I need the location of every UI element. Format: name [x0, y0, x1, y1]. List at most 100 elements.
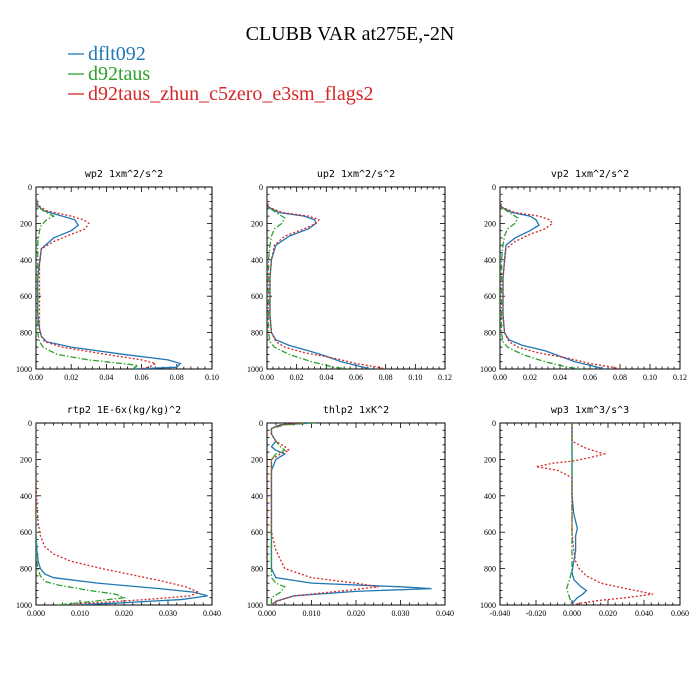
x-tick-label: 0.00 [29, 373, 43, 382]
plot-frame [266, 422, 446, 606]
x-tick-label: 0.040 [203, 609, 221, 618]
x-tick-label: 0.000 [27, 609, 45, 618]
y-tick-label: 1000 [16, 365, 32, 374]
y-tick-label: 200 [20, 455, 32, 464]
y-tick-label: 800 [251, 329, 263, 338]
x-tick-label: 0.12 [438, 373, 452, 382]
y-tick-label: 0 [492, 419, 496, 428]
series-line-d92taus [500, 187, 583, 369]
y-tick-label: 1000 [247, 365, 263, 374]
x-tick-label: 0.04 [99, 373, 113, 382]
x-tick-label: 0.10 [643, 373, 657, 382]
y-tick-label: 400 [20, 492, 32, 501]
y-tick-label: 1000 [247, 601, 263, 610]
x-tick-label: 0.020 [347, 609, 365, 618]
series-line-dflt092 [571, 423, 588, 605]
legend-label: d92taus [88, 63, 150, 85]
y-tick-label: 400 [484, 256, 496, 265]
y-tick-label: 800 [251, 565, 263, 574]
x-tick-label: 0.030 [392, 609, 410, 618]
x-tick-label: 0.020 [115, 609, 133, 618]
y-tick-label: 800 [484, 565, 496, 574]
legend-label: d92taus_zhun_c5zero_e3sm_flags2 [88, 83, 373, 105]
x-tick-label: 0.08 [613, 373, 627, 382]
y-tick-label: 200 [251, 455, 263, 464]
chart-panel: wp3 1xm^3/s^3 -0.040 -0.020 0.000 0.020 0.040… [480, 405, 689, 618]
series-line-d92taus_zhun_c5zero_e3sm_flags2 [36, 187, 158, 369]
series-line-dflt092 [267, 187, 371, 369]
y-tick-label: 400 [251, 256, 263, 265]
y-tick-label: 800 [484, 329, 496, 338]
x-tick-label: -0.020 [526, 609, 547, 618]
chart-panel: vp2 1xm^2/s^2 0.00 0.02 0.04 0.06 0.08 0.10 0.1… [480, 169, 687, 382]
y-tick-label: 200 [251, 219, 263, 228]
x-tick-label: 0.06 [583, 373, 597, 382]
y-tick-label: 0 [28, 183, 32, 192]
y-tick-label: 1000 [480, 601, 496, 610]
y-tick-label: 0 [259, 419, 263, 428]
panel-title: up2 1xm^2/s^2 [317, 169, 395, 180]
x-tick-label: 0.000 [258, 609, 276, 618]
series-line-d92taus_zhun_c5zero_e3sm_flags2 [36, 423, 201, 605]
x-tick-label: 0.010 [303, 609, 321, 618]
x-tick-label: 0.06 [349, 373, 363, 382]
x-tick-label: 0.030 [159, 609, 177, 618]
y-tick-label: 600 [251, 292, 263, 301]
x-tick-label: 0.10 [408, 373, 422, 382]
y-tick-label: 400 [484, 492, 496, 501]
series-line-d92taus_zhun_c5zero_e3sm_flags2 [270, 423, 379, 605]
y-tick-label: 600 [251, 528, 263, 537]
x-tick-label: 0.10 [205, 373, 219, 382]
y-tick-label: 0 [28, 419, 32, 428]
x-tick-label: 0.04 [319, 373, 333, 382]
y-tick-label: 800 [20, 565, 32, 574]
series-line-d92taus [565, 423, 573, 605]
x-tick-label: 0.06 [135, 373, 149, 382]
panel-title: rtp2 1E-6x(kg/kg)^2 [67, 405, 181, 416]
x-tick-label: 0.02 [64, 373, 78, 382]
y-tick-label: 800 [20, 329, 32, 338]
series-line-dflt092 [36, 423, 208, 605]
x-tick-label: 0.08 [170, 373, 184, 382]
y-tick-label: 200 [484, 455, 496, 464]
x-tick-label: 0.060 [671, 609, 689, 618]
x-tick-label: 0.00 [493, 373, 507, 382]
legend-item: dflt092 [68, 43, 146, 65]
x-tick-label: 0.02 [290, 373, 304, 382]
y-tick-label: 1000 [16, 601, 32, 610]
y-tick-label: 600 [484, 292, 496, 301]
panel-title: vp2 1xm^2/s^2 [551, 169, 629, 180]
y-tick-label: 600 [20, 292, 32, 301]
y-tick-label: 600 [484, 528, 496, 537]
series-line-dflt092 [270, 423, 432, 605]
y-tick-label: 600 [20, 528, 32, 537]
legend-label: dflt092 [88, 43, 146, 65]
y-tick-label: 0 [259, 183, 263, 192]
series-line-dflt092 [500, 187, 606, 369]
plot-frame [499, 422, 681, 606]
series-line-d92taus_zhun_c5zero_e3sm_flags2 [535, 423, 654, 605]
x-tick-label: 0.040 [436, 609, 454, 618]
plot-frame [35, 422, 213, 606]
chart-panels: wp2 1xm^2/s^2 0.00 0.02 0.04 0.06 0.08 0.10 0 20… [16, 169, 689, 618]
legend-item: d92taus_zhun_c5zero_e3sm_flags2 [68, 83, 373, 105]
legend-item: d92taus [68, 63, 150, 85]
plot-frame [35, 186, 213, 370]
chart-panel: rtp2 1E-6x(kg/kg)^2 0.000 0.010 0.020 0.030 0… [16, 405, 221, 618]
series-line-dflt092 [36, 187, 182, 369]
chart-panel: up2 1xm^2/s^2 0.00 0.02 0.04 0.06 0.08 0.10 0.1… [247, 169, 452, 382]
x-tick-label: 0.04 [553, 373, 567, 382]
y-tick-label: 0 [492, 183, 496, 192]
x-tick-label: 0.020 [599, 609, 617, 618]
panel-title: wp2 1xm^2/s^2 [85, 169, 163, 180]
chart-panel: thlp2 1xK^2 0.000 0.010 0.020 0.030 0.040 0 200… [247, 405, 454, 618]
panel-title: wp3 1xm^3/s^3 [551, 405, 629, 416]
series-line-d92taus [267, 187, 349, 369]
y-tick-label: 200 [20, 219, 32, 228]
panel-title: thlp2 1xK^2 [323, 405, 389, 416]
plot-frame [499, 186, 681, 370]
legend: dflt092d92tausd92taus_zhun_c5zero_e3sm_f… [68, 43, 373, 105]
y-tick-label: 200 [484, 219, 496, 228]
x-tick-label: 0.00 [260, 373, 274, 382]
